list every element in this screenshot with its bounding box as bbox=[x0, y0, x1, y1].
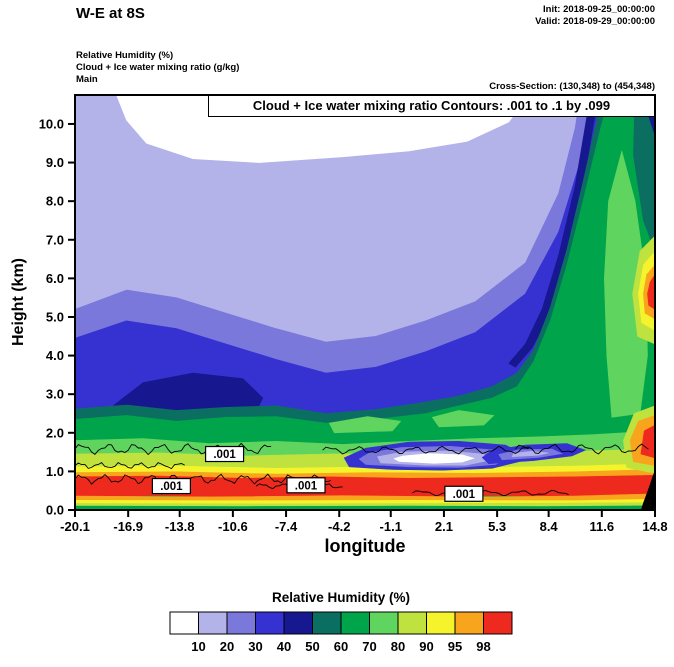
region-dry-slot-rh-lt-10 bbox=[393, 453, 475, 464]
contour-line bbox=[75, 462, 185, 470]
colorbar-cell bbox=[369, 611, 399, 635]
colorbar-cell bbox=[312, 611, 342, 635]
contour-label-box bbox=[204, 445, 245, 463]
colorbar-tick-label: 98 bbox=[476, 639, 490, 654]
page-title: W-E at 8S bbox=[76, 5, 145, 22]
region-rh-60-70-surface bbox=[75, 505, 655, 510]
colorbar-cell bbox=[226, 611, 256, 635]
colorbar-tick-label: 50 bbox=[305, 639, 319, 654]
colorbar-tick-label: 95 bbox=[448, 639, 462, 654]
region-right-edge-rh-50-60-upper bbox=[633, 95, 655, 252]
field-line-relative-humidity: Relative Humidity (%) bbox=[76, 50, 174, 61]
y-tick-label: 2.0 bbox=[46, 425, 64, 440]
region-right-edge-rh-98-mid bbox=[647, 273, 655, 310]
y-tick-label: 8.0 bbox=[46, 194, 64, 209]
x-tick-label: -16.9 bbox=[113, 519, 143, 534]
x-tick-label: -1.1 bbox=[380, 519, 402, 534]
valid-time-label: Valid: 2018-09-29_00:00:00 bbox=[535, 16, 655, 27]
y-axis-title: Height (km) bbox=[10, 258, 27, 346]
x-tick-label: -13.8 bbox=[165, 519, 195, 534]
contour-label-text: .001 bbox=[160, 481, 183, 493]
y-tick-label: 10.0 bbox=[39, 116, 64, 131]
contour-label-boxes: .001 .001 .001 .001 bbox=[151, 445, 484, 502]
contour-line bbox=[322, 445, 529, 455]
x-tick-label: -20.1 bbox=[60, 519, 90, 534]
colorbar-cell bbox=[255, 611, 285, 635]
x-tick-label: -7.4 bbox=[275, 519, 298, 534]
y-tick-label: 0.0 bbox=[46, 503, 64, 518]
colorbar-cell bbox=[283, 611, 313, 635]
init-time-label: Init: 2018-09-25_00:00:00 bbox=[543, 4, 655, 15]
y-tick-label: 5.0 bbox=[46, 309, 64, 324]
x-tick-label: 14.8 bbox=[642, 519, 667, 534]
region-rh-40-50-column-edge bbox=[508, 95, 600, 368]
contour-line bbox=[75, 473, 332, 485]
colorbar-cell bbox=[483, 611, 513, 635]
y-tick-label: 9.0 bbox=[46, 155, 64, 170]
x-tick-label: 8.4 bbox=[540, 519, 559, 534]
colorbar-tick-label: 70 bbox=[362, 639, 376, 654]
field-line-cloud-ice: Cloud + Ice water mixing ratio (g/kg) bbox=[76, 62, 240, 73]
region-rh-95-98-below bbox=[75, 493, 655, 502]
colorbar-tick-label: 30 bbox=[248, 639, 262, 654]
cross-section-coords-label: Cross-Section: (130,348) to (454,348) bbox=[489, 81, 655, 92]
rh-filled-contours bbox=[75, 95, 655, 510]
x-tick-label: 2.1 bbox=[435, 519, 453, 534]
colorbar-cell bbox=[169, 611, 199, 635]
y-tick-label: 7.0 bbox=[46, 232, 64, 247]
colorbar-title: Relative Humidity (%) bbox=[271, 590, 411, 605]
region-rh-70-80-patch-b bbox=[431, 410, 495, 428]
y-tick-label: 4.0 bbox=[46, 348, 64, 363]
x-tick-label: -4.2 bbox=[328, 519, 350, 534]
axes: -20.1 -16.9 -13.8 -10.6 -7.4 -4.2 -1.1 2.1 5.3 8.… bbox=[39, 94, 668, 534]
colorbar-cell bbox=[426, 611, 456, 635]
x-tick-label: 5.3 bbox=[488, 519, 506, 534]
contour-label-box bbox=[286, 477, 326, 494]
contour-label-box bbox=[444, 485, 484, 502]
contour-line bbox=[515, 443, 649, 455]
contour-label-box bbox=[151, 477, 191, 495]
colorbar-tick-label: 10 bbox=[191, 639, 205, 654]
colorbar-tick-label: 80 bbox=[391, 639, 405, 654]
y-tick-label: 6.0 bbox=[46, 271, 64, 286]
contour-info-banner: Cloud + Ice water mixing ratio Contours:… bbox=[208, 95, 655, 117]
colorbar-tick-label: 60 bbox=[334, 639, 348, 654]
terrain-mask bbox=[640, 469, 655, 510]
colorbar-cell bbox=[340, 611, 370, 635]
contour-label-text: .001 bbox=[213, 449, 236, 461]
y-tick-label: 1.0 bbox=[46, 464, 64, 479]
x-tick-label: 11.6 bbox=[590, 519, 615, 534]
region-right-edge-rh-98-low bbox=[640, 424, 655, 459]
colorbar-tick-label: 40 bbox=[277, 639, 291, 654]
y-tick-label: 3.0 bbox=[46, 387, 64, 402]
colorbar: 10 20 30 40 50 60 70 80 90 95 98 bbox=[169, 611, 513, 654]
colorbar-cell bbox=[454, 611, 484, 635]
colorbar-cell bbox=[198, 611, 228, 635]
contour-line bbox=[412, 489, 569, 497]
field-line-domain: Main bbox=[76, 74, 98, 85]
x-axis-title: longitude bbox=[324, 536, 406, 556]
x-tick-label: -10.6 bbox=[218, 519, 248, 534]
field-description-block: Relative Humidity (%) Cloud + Ice water … bbox=[76, 50, 239, 86]
colorbar-tick-label: 90 bbox=[419, 639, 433, 654]
region-rh-70-80-patch-a bbox=[328, 416, 402, 434]
region-rh-70-80-column-core bbox=[603, 149, 648, 418]
colorbar-cell bbox=[397, 611, 427, 635]
colorbar-tick-label: 20 bbox=[220, 639, 234, 654]
contour-label-text: .001 bbox=[453, 489, 476, 501]
region-rh-60-70 bbox=[75, 95, 655, 510]
contour-label-text: .001 bbox=[295, 480, 318, 492]
